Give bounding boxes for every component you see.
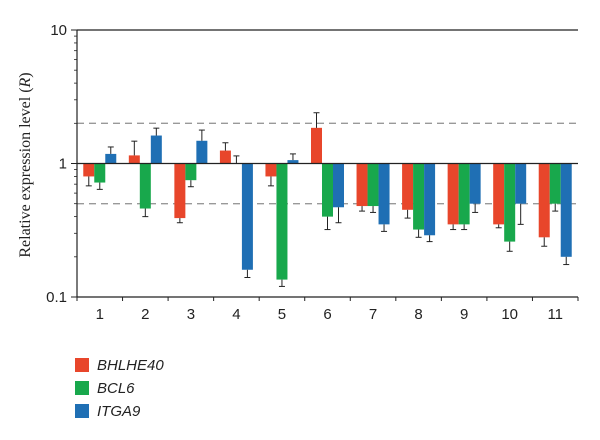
legend-swatch bbox=[75, 404, 89, 418]
bar bbox=[265, 163, 277, 177]
bar bbox=[367, 163, 379, 207]
y-axis-title-variable: R bbox=[17, 77, 34, 88]
x-tick-label: 8 bbox=[414, 306, 422, 323]
x-tick-label: 7 bbox=[369, 306, 377, 323]
legend-label: ITGA9 bbox=[97, 403, 141, 420]
x-tick-label: 1 bbox=[96, 306, 104, 323]
bar bbox=[83, 163, 95, 177]
bar bbox=[105, 153, 117, 164]
bar bbox=[356, 163, 368, 207]
x-tick-label: 6 bbox=[323, 306, 331, 323]
bar bbox=[322, 163, 333, 217]
legend-label: BCL6 bbox=[97, 380, 135, 397]
x-tick-label: 10 bbox=[501, 306, 518, 323]
bar bbox=[413, 163, 425, 230]
x-tick-label: 11 bbox=[547, 306, 563, 323]
bar bbox=[128, 155, 140, 164]
bar bbox=[276, 163, 288, 280]
bar bbox=[549, 163, 561, 204]
legend-swatch bbox=[75, 381, 89, 395]
y-axis-title-main: Relative expression level bbox=[17, 96, 34, 257]
y-tick-label: 0.1 bbox=[46, 289, 67, 306]
bar bbox=[378, 163, 390, 225]
y-tick-label: 10 bbox=[50, 22, 67, 39]
bar bbox=[139, 163, 151, 209]
bar bbox=[185, 163, 197, 181]
bar bbox=[504, 163, 516, 242]
bar bbox=[150, 135, 162, 164]
bar bbox=[402, 163, 414, 210]
bar bbox=[94, 163, 106, 183]
bar bbox=[311, 127, 322, 164]
bar bbox=[469, 163, 481, 204]
legend-swatch bbox=[75, 358, 89, 372]
bar bbox=[241, 163, 253, 270]
bar bbox=[447, 163, 459, 225]
bar bbox=[333, 163, 344, 208]
legend-label: BHLHE40 bbox=[97, 357, 164, 374]
x-tick-label: 2 bbox=[141, 306, 149, 323]
y-tick-label: 1 bbox=[59, 156, 67, 173]
x-tick-label: 4 bbox=[232, 306, 240, 323]
bar bbox=[196, 140, 208, 164]
bar bbox=[493, 163, 505, 225]
x-tick-label: 3 bbox=[187, 306, 195, 323]
bar bbox=[560, 163, 572, 257]
bar bbox=[424, 163, 436, 236]
bar bbox=[174, 163, 186, 219]
bar bbox=[515, 163, 527, 204]
x-tick-label: 9 bbox=[460, 306, 468, 323]
bar bbox=[219, 150, 231, 164]
bar bbox=[458, 163, 470, 225]
y-axis-title: Relative expression level (R) bbox=[17, 72, 34, 257]
legend: BHLHE40 BCL6 ITGA9 bbox=[75, 357, 164, 420]
bar bbox=[287, 160, 299, 164]
x-tick-label: 5 bbox=[278, 306, 286, 323]
bar bbox=[538, 163, 550, 238]
